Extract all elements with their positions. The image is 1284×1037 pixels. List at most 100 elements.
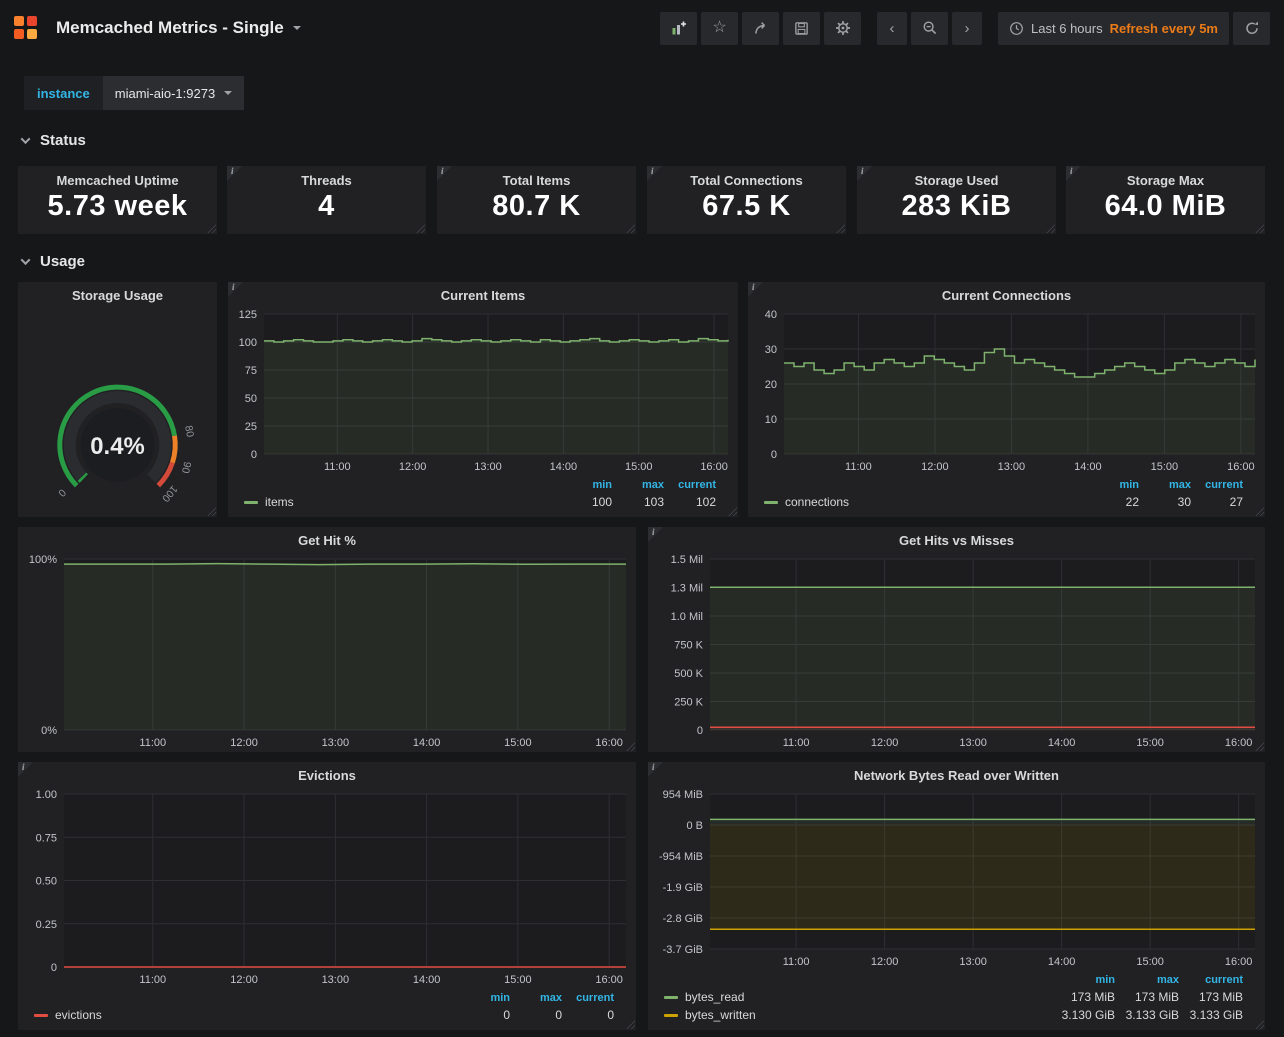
refresh-button[interactable] (1233, 11, 1270, 45)
gauge-tick-label: 80 (182, 425, 195, 439)
legend-series-items[interactable]: items (228, 495, 294, 509)
panel-title[interactable]: Get Hits vs Misses (899, 532, 1014, 548)
legend-series-connections[interactable]: connections (748, 495, 849, 509)
legend-sort-current[interactable]: current (576, 992, 614, 1004)
panel-current-connections: i Current Connections 40 30 20 10 0 11:00 12:0… (748, 282, 1265, 517)
legend-sort-min[interactable]: min (1119, 479, 1139, 491)
x-axis-label: 14:00 (550, 461, 578, 473)
legend-row: bytes_written 3.130 GiB 3.133 GiB 3.133 GiB (648, 1006, 1265, 1024)
y-axis-label: 1.5 Mil (671, 554, 703, 566)
legend-sort-min[interactable]: min (490, 992, 510, 1004)
panel-title[interactable]: Total Connections (690, 173, 803, 188)
save-button[interactable] (783, 11, 821, 45)
resize-handle[interactable] (728, 507, 737, 516)
save-icon (795, 21, 808, 35)
chevron-down-icon (20, 254, 31, 265)
time-shift-forward-button[interactable]: › (952, 11, 983, 45)
resize-handle[interactable] (1255, 742, 1264, 751)
legend-series-bytes_written[interactable]: bytes_written (648, 1008, 756, 1022)
panel-get-hits-vs-misses: i Get Hits vs Misses 1.5 Mil 1.3 Mil 1.0 M… (648, 527, 1265, 752)
settings-button[interactable] (824, 11, 862, 45)
legend-sort-current[interactable]: current (1205, 479, 1243, 491)
template-variable-instance[interactable]: instance miami-aio-1:9273 (24, 76, 245, 110)
plot-area[interactable]: 1.00 0.75 0.50 0.25 0 11:00 12:00 13:00 14:00 15:… (18, 788, 636, 989)
panel-title[interactable]: Storage Usage (71, 287, 164, 303)
zoom-out-button[interactable] (911, 11, 949, 45)
y-axis-label: 40 (765, 309, 777, 321)
chevron-right-icon: › (964, 19, 970, 37)
panel-title[interactable]: Storage Used (914, 173, 999, 188)
legend-sort-min[interactable]: min (592, 479, 612, 491)
section-usage[interactable]: Usage (20, 251, 85, 271)
y-axis-label: 0.50 (36, 876, 57, 888)
gauge-threshold-crit (156, 461, 175, 488)
legend-series-evictions[interactable]: evictions (18, 1008, 102, 1022)
x-axis-label: 11:00 (139, 737, 166, 749)
resize-handle[interactable] (1255, 507, 1264, 516)
panel-title[interactable]: Evictions (298, 767, 356, 783)
plot-area[interactable]: 40 30 20 10 0 11:00 12:00 13:00 14:00 15:00 16:00 (748, 308, 1265, 476)
y-axis-label: 1.00 (36, 789, 57, 801)
resize-handle[interactable] (1255, 224, 1264, 233)
stat-value: 4 (318, 190, 335, 222)
panel-title[interactable]: Current Items (440, 287, 526, 303)
plot-area[interactable]: 125 100 75 50 25 0 11:00 12:00 13:00 14:00 15:00 16… (228, 308, 738, 476)
panel-title[interactable]: Threads (301, 173, 352, 188)
x-axis-label: 15:00 (1136, 956, 1164, 968)
resize-handle[interactable] (1255, 1020, 1264, 1029)
legend: min max current items 100 103 102 (228, 476, 738, 517)
resize-handle[interactable] (207, 224, 216, 233)
legend-sort-max[interactable]: max (539, 992, 562, 1004)
dashboard-title-button[interactable]: Memcached Metrics - Single (56, 18, 301, 38)
y-axis-label: -954 MiB (659, 851, 703, 863)
share-button[interactable] (742, 11, 780, 45)
instance-dropdown[interactable]: miami-aio-1:9273 (102, 76, 245, 110)
resize-handle[interactable] (626, 1020, 635, 1029)
time-shift-back-button[interactable]: ‹ (877, 11, 908, 45)
resize-handle[interactable] (836, 224, 845, 233)
legend-sort-current[interactable]: current (1205, 974, 1243, 986)
panel-title[interactable]: Memcached Uptime (56, 173, 179, 188)
star-button[interactable]: ☆ (701, 11, 739, 45)
instance-value: miami-aio-1:9273 (114, 85, 216, 101)
resize-handle[interactable] (416, 224, 425, 233)
grafana-logo[interactable] (14, 16, 38, 40)
x-axis-label: 14:00 (1048, 956, 1076, 968)
x-axis-label: 13:00 (959, 956, 987, 968)
x-axis-label: 15:00 (1136, 737, 1164, 749)
refresh-interval-label: Refresh every 5m (1109, 20, 1218, 36)
y-axis-label: 1.0 Mil (671, 611, 703, 623)
logo-square (27, 29, 37, 39)
plot-area[interactable]: 100% 0% 11:00 12:00 13:00 14:00 15:00 16:00 (18, 553, 636, 752)
legend-sort-current[interactable]: current (678, 479, 716, 491)
resize-handle[interactable] (626, 742, 635, 751)
add-panel-button[interactable] (660, 11, 698, 45)
legend-sort-min[interactable]: min (1095, 974, 1115, 986)
plot-area[interactable]: 1.5 Mil 1.3 Mil 1.0 Mil 750 K 500 K 250 K 0 11:… (648, 553, 1265, 752)
x-axis-label: 13:00 (474, 461, 502, 473)
gauge-threshold-ok (57, 384, 177, 488)
resize-handle[interactable] (207, 507, 216, 516)
legend-sort-max[interactable]: max (1168, 479, 1191, 491)
legend-sort-max[interactable]: max (1156, 974, 1179, 986)
x-axis-label: 12:00 (871, 737, 899, 749)
legend-header: min max current (18, 990, 636, 1006)
panel-title[interactable]: Total Items (502, 173, 571, 188)
panel-title[interactable]: Storage Max (1126, 173, 1205, 188)
y-axis-label: 20 (765, 379, 777, 391)
plot-area[interactable]: 954 MiB 0 B -954 MiB -1.9 GiB -2.8 GiB -3.7 G… (648, 788, 1265, 971)
legend-series-bytes_read[interactable]: bytes_read (648, 990, 744, 1004)
time-picker-button[interactable]: Last 6 hours Refresh every 5m (998, 11, 1229, 45)
panel-title[interactable]: Current Connections (941, 287, 1072, 303)
stat-value: 283 KiB (901, 190, 1012, 222)
resize-handle[interactable] (1046, 224, 1055, 233)
legend-sort-max[interactable]: max (641, 479, 664, 491)
panel-title[interactable]: Get Hit % (298, 532, 356, 548)
resize-handle[interactable] (626, 224, 635, 233)
panel-title[interactable]: Network Bytes Read over Written (854, 767, 1059, 783)
y-axis-label: 10 (765, 414, 777, 426)
section-status[interactable]: Status (20, 130, 86, 150)
legend-row: items 100 103 102 (228, 493, 738, 511)
legend-values: 100 103 102 (591, 495, 716, 509)
section-title: Status (40, 131, 86, 149)
